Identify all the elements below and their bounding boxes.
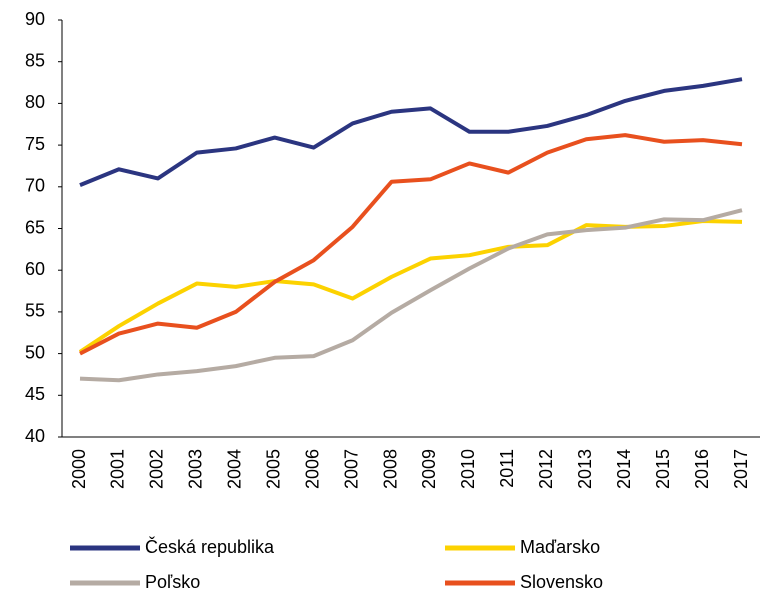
y-tick-label: 50 <box>25 342 45 362</box>
legend-label: Poľsko <box>145 572 200 592</box>
y-tick-label: 45 <box>25 384 45 404</box>
x-tick-label: 2004 <box>225 449 245 489</box>
x-tick-label: 2010 <box>458 449 478 489</box>
series-line <box>78 218 743 354</box>
y-tick-label: 80 <box>25 92 45 112</box>
x-tick-label: 2003 <box>186 449 206 489</box>
series-line <box>79 208 743 383</box>
x-tick-label: 2014 <box>614 449 634 489</box>
y-tick-label: 90 <box>25 9 45 29</box>
x-tick-label: 2008 <box>380 449 400 489</box>
series-line <box>79 133 743 356</box>
x-tick-label: 2002 <box>147 449 167 489</box>
x-tick-label: 2016 <box>692 449 712 489</box>
y-tick-label: 70 <box>25 176 45 196</box>
x-tick-label: 2013 <box>575 449 595 489</box>
x-tick-label: 2017 <box>731 449 751 489</box>
x-tick-label: 2001 <box>108 449 128 489</box>
y-tick-label: 40 <box>25 426 45 446</box>
x-tick-label: 2015 <box>653 449 673 489</box>
x-tick-label: 2011 <box>497 449 517 488</box>
x-tick-label: 2005 <box>263 449 283 489</box>
x-tick-label: 2000 <box>69 449 89 489</box>
y-tick-label: 65 <box>25 217 45 237</box>
y-tick-label: 55 <box>25 301 45 321</box>
x-tick-label: 2006 <box>302 449 322 489</box>
y-tick-label: 75 <box>25 134 45 154</box>
legend-label: Maďarsko <box>520 537 600 557</box>
legend-label: Slovensko <box>520 572 603 592</box>
y-tick-label: 60 <box>25 259 45 279</box>
x-tick-label: 2012 <box>536 449 556 489</box>
y-tick-label: 85 <box>25 50 45 70</box>
series-line <box>79 77 743 187</box>
x-tick-label: 2009 <box>419 449 439 489</box>
legend-label: Česká republika <box>145 536 275 557</box>
x-tick-label: 2007 <box>341 449 361 489</box>
